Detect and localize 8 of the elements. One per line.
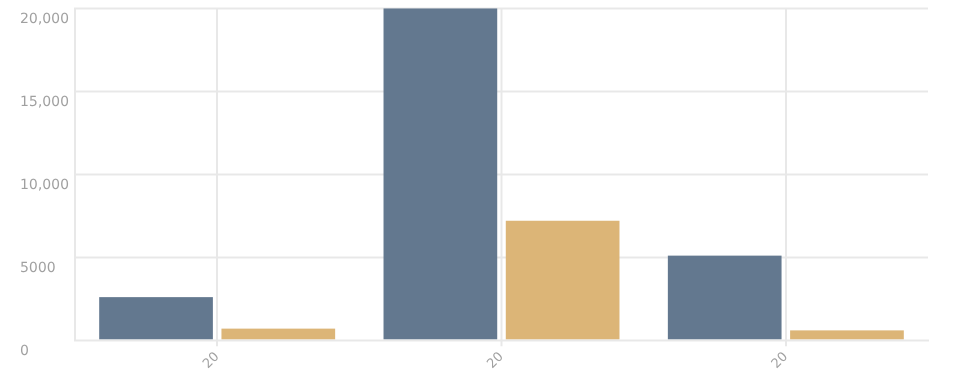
x-tick-label: 20 — [768, 349, 792, 372]
x-tick-label: 20 — [200, 349, 222, 372]
y-tick-label: 5000 — [20, 260, 56, 276]
y-tick-label: 15,000 — [20, 94, 69, 110]
y-tick-label: 0 — [20, 342, 29, 359]
y-tick-label: 10,000 — [20, 176, 69, 193]
y-tick-label: 20,000 — [20, 11, 69, 28]
x-tick-label: 20 — [484, 349, 507, 372]
